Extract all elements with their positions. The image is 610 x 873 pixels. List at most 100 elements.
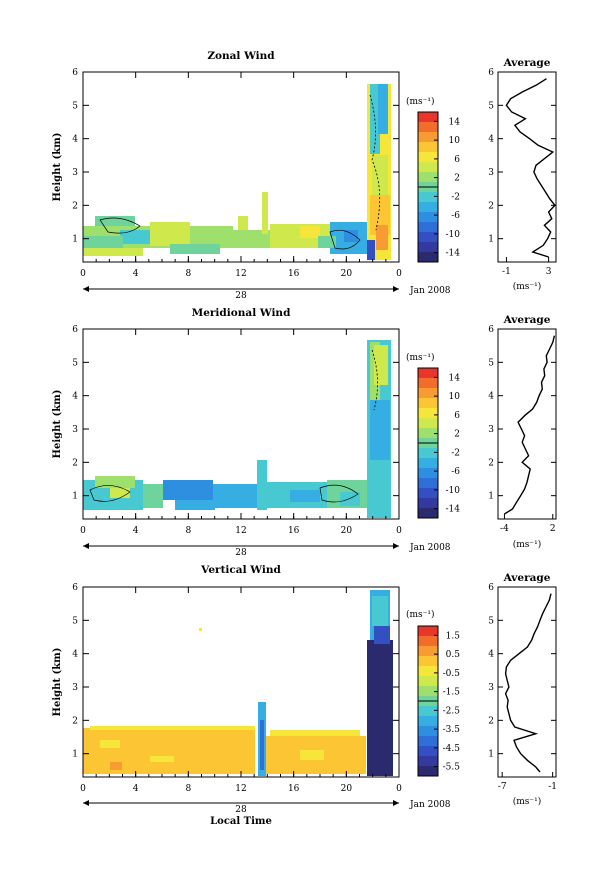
- zonal-cell: [238, 216, 248, 230]
- profile-x-tick-label: -1: [548, 782, 557, 792]
- vertical-y-axis: 1 2 3 4 5 6: [72, 583, 399, 760]
- date-bar-arrow: [393, 543, 399, 549]
- colorbar-tick-label: 14: [449, 117, 461, 127]
- zonal-cell: [372, 155, 388, 195]
- zonal-contour: [369, 94, 381, 231]
- profile-y-tick-label: 5: [488, 101, 494, 111]
- profile-x-tick-label: -7: [498, 782, 507, 792]
- colorbar-swatch: [418, 666, 438, 677]
- profile-x-tick-label: 2: [550, 524, 556, 534]
- y-tick-label: 6: [72, 325, 78, 335]
- colorbar-swatch: [418, 242, 438, 253]
- meridional-month-label: Jan 2008: [409, 543, 451, 553]
- profile-y-tick-label: 4: [488, 392, 494, 402]
- x-tick-label: 0: [80, 784, 86, 794]
- y-tick-label: 6: [72, 583, 78, 593]
- zonal-cell: [300, 226, 320, 238]
- profile-line: [504, 593, 552, 773]
- y-tick-label: 1: [72, 750, 78, 760]
- zonal-cell: [378, 84, 388, 134]
- y-tick-label: 3: [72, 425, 78, 435]
- colorbar-swatch: [418, 458, 438, 469]
- colorbar-swatch: [418, 202, 438, 213]
- colorbar-tick-label: -0.5: [443, 669, 461, 679]
- colorbar-swatch: [418, 152, 438, 163]
- meridional-x-axis: 0 4 8 12 16 20 0: [80, 329, 402, 549]
- zonal-cell: [120, 230, 150, 244]
- x-tick-label: 20: [341, 269, 353, 279]
- vertical-xlabel: Local Time: [210, 816, 272, 827]
- meridional-heatmap: [83, 340, 391, 518]
- colorbar-swatch: [418, 192, 438, 203]
- colorbar-tick-label: -2: [451, 448, 460, 458]
- profile-y-tick-label: 3: [488, 683, 494, 693]
- colorbar-swatch: [418, 716, 438, 727]
- colorbar-swatch: [418, 418, 438, 429]
- colorbar-swatch: [418, 726, 438, 737]
- x-tick-label: 8: [185, 526, 191, 536]
- vertical-title: Vertical Wind: [200, 564, 281, 576]
- colorbar-tick-label: -2.5: [443, 706, 461, 716]
- colorbar-swatch: [418, 378, 438, 389]
- zonal-cell: [95, 216, 135, 226]
- colorbar-swatch: [418, 468, 438, 479]
- profile-x-tick-label: -4: [500, 524, 509, 534]
- vertical-cell: [90, 726, 255, 730]
- profile-line: [505, 78, 556, 258]
- meridional-date-label: 28: [235, 548, 247, 558]
- x-tick-label: 12: [235, 269, 246, 279]
- colorbar-swatch: [418, 646, 438, 657]
- x-tick-label: 0: [396, 784, 402, 794]
- zonal-month-label: Jan 2008: [409, 286, 451, 296]
- y-tick-label: 2: [72, 201, 78, 211]
- vertical-cell: [150, 756, 174, 762]
- vertical-profile-title: Average: [503, 572, 551, 584]
- colorbar-swatch: [418, 398, 438, 409]
- zonal-cell: [344, 230, 358, 242]
- vertical-cell: [199, 628, 202, 631]
- profile-y-tick-label: 2: [488, 458, 494, 468]
- y-tick-label: 3: [72, 168, 78, 178]
- y-tick-label: 4: [72, 650, 78, 660]
- colorbar-swatch: [418, 368, 438, 379]
- x-tick-label: 4: [133, 526, 139, 536]
- colorbar-swatch: [418, 498, 438, 509]
- colorbar-swatch: [418, 706, 438, 717]
- colorbar-swatch: [418, 766, 438, 777]
- profile-x-tick-label: 3: [546, 267, 552, 277]
- y-tick-label: 2: [72, 458, 78, 468]
- colorbar-tick-label: -5.5: [443, 763, 461, 773]
- profile-y-tick-label: 6: [488, 68, 494, 78]
- colorbar-swatch: [418, 626, 438, 637]
- profile-y-tick-label: 6: [488, 325, 494, 335]
- zonal-panel: Zonal Wind: [52, 50, 557, 301]
- meridional-cell: [110, 488, 130, 498]
- colorbar-tick-label: 0.5: [446, 650, 461, 660]
- meridional-cell: [374, 345, 388, 385]
- profile-y-tick-label: 5: [488, 616, 494, 626]
- colorbar-swatch: [418, 132, 438, 143]
- zonal-colorbar: 14 10 6 2 -2 -6 -10 -14: [417, 111, 461, 263]
- y-tick-label: 4: [72, 392, 78, 402]
- colorbar-swatch: [418, 756, 438, 767]
- colorbar-swatch: [418, 388, 438, 399]
- colorbar-swatch: [418, 232, 438, 243]
- date-bar-arrow: [393, 800, 399, 806]
- profile-y-tick-label: 4: [488, 135, 494, 145]
- y-tick-label: 5: [72, 358, 78, 368]
- colorbar-swatch: [418, 686, 438, 697]
- vertical-profile-xlabel: (ms⁻¹): [513, 796, 542, 807]
- colorbar-swatch: [418, 676, 438, 687]
- zonal-profile-xlabel: (ms⁻¹): [513, 281, 542, 292]
- x-tick-label: 16: [288, 269, 300, 279]
- x-tick-label: 16: [288, 784, 300, 794]
- meridional-cell: [143, 484, 163, 508]
- colorbar-swatch: [418, 222, 438, 233]
- zonal-title: Zonal Wind: [207, 50, 275, 62]
- profile-y-tick-label: 5: [488, 358, 494, 368]
- x-tick-label: 0: [80, 526, 86, 536]
- colorbar-tick-label: -4.5: [443, 744, 461, 754]
- zonal-heatmap: [83, 84, 391, 260]
